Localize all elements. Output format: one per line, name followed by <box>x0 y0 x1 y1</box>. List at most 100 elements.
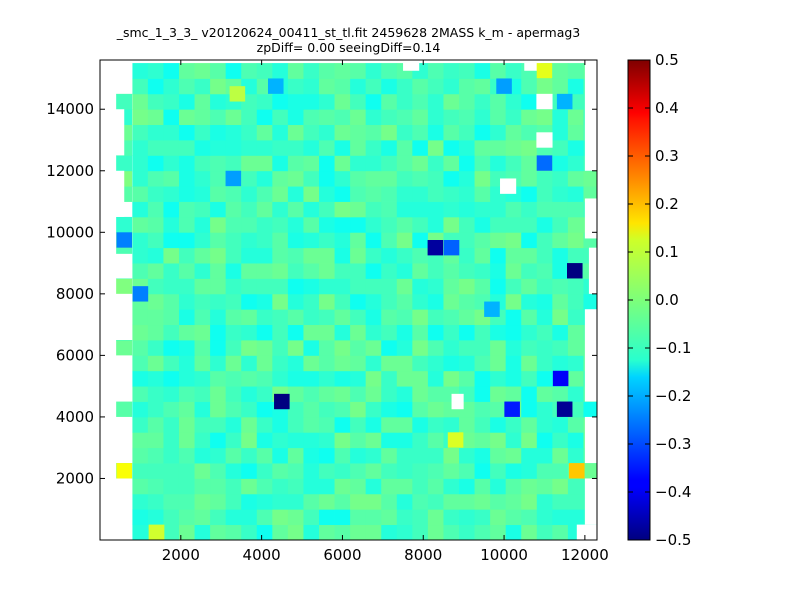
heatmap-cell <box>178 140 195 156</box>
heatmap-cell <box>427 124 444 141</box>
heatmap-cell <box>178 293 195 310</box>
heatmap-cell <box>536 232 553 249</box>
heatmap-cell <box>225 524 242 540</box>
heatmap-cell <box>241 247 258 264</box>
heatmap-cell <box>459 93 475 110</box>
heatmap-cell <box>552 447 569 464</box>
heatmap-cell <box>147 370 164 387</box>
heatmap-cell <box>350 170 367 187</box>
heatmap-cell <box>427 355 444 372</box>
heatmap-cell <box>552 463 569 479</box>
heatmap-cell <box>256 170 273 187</box>
heatmap-cell <box>241 509 258 526</box>
heatmap-cell <box>505 309 522 326</box>
heatmap-cell <box>396 109 413 126</box>
heatmap-cell <box>474 186 491 202</box>
heatmap-cell <box>490 63 507 79</box>
heatmap-cell <box>521 386 538 402</box>
heatmap-cell <box>272 340 289 356</box>
heatmap-cell <box>365 416 382 433</box>
heatmap-cell <box>365 247 382 264</box>
heatmap-cell <box>225 463 242 479</box>
heatmap-cell <box>427 278 444 295</box>
heatmap-cell <box>303 370 320 387</box>
heatmap-cell <box>459 232 475 249</box>
heatmap-cell <box>381 278 398 295</box>
heatmap-cell <box>474 109 491 126</box>
heatmap-cell <box>210 370 227 387</box>
heatmap-cell <box>147 293 164 310</box>
heatmap-cell <box>178 355 195 372</box>
heatmap-cell <box>241 216 258 233</box>
heatmap-cell <box>552 386 569 402</box>
heatmap-cell <box>303 355 320 372</box>
heatmap-cell <box>210 293 227 310</box>
empty-cell <box>500 178 517 194</box>
heatmap-cell <box>210 155 227 172</box>
heatmap-cell <box>132 93 149 110</box>
heatmap-cell <box>178 416 195 433</box>
heatmap-cell <box>427 370 444 387</box>
heatmap-cell <box>396 478 413 495</box>
heatmap-cell <box>210 478 227 495</box>
heatmap-cell <box>505 340 522 356</box>
heatmap-cell <box>210 124 227 141</box>
heatmap-cell <box>536 324 553 341</box>
heatmap-cell <box>256 278 273 295</box>
heatmap-cell <box>350 140 367 156</box>
heatmap-cell <box>178 386 195 402</box>
heatmap-cell <box>334 263 351 279</box>
heatmap-cell <box>552 324 569 341</box>
heatmap-cell <box>381 170 398 187</box>
heatmap-cell <box>396 493 413 510</box>
heatmap-cell <box>443 309 460 326</box>
heatmap-cell <box>599 309 615 325</box>
heatmap-cell <box>210 201 227 218</box>
heatmap-cell <box>365 493 382 510</box>
heatmap-cell <box>536 509 553 526</box>
heatmap-cell <box>194 186 211 202</box>
heatmap-cell <box>412 509 429 526</box>
heatmap-cell <box>521 401 538 418</box>
heatmap-cell <box>319 232 335 249</box>
heatmap-cell <box>178 78 195 95</box>
heatmap-cell <box>319 124 335 141</box>
heatmap-cell <box>412 263 429 279</box>
heatmap-cell <box>350 324 367 341</box>
heatmap-cell <box>396 170 413 187</box>
heatmap-cell <box>443 216 460 233</box>
heatmap-cell <box>287 124 304 141</box>
heatmap-cell <box>474 201 491 218</box>
heatmap-cell <box>599 202 615 218</box>
heatmap-cell <box>210 509 227 526</box>
heatmap-cell <box>163 140 180 156</box>
heatmap-cell <box>599 402 615 418</box>
heatmap-cell <box>521 370 538 387</box>
heatmap-cell <box>334 370 351 387</box>
heatmap-cell <box>147 247 164 264</box>
heatmap-cell <box>210 263 227 279</box>
heatmap-cell <box>521 416 538 433</box>
heatmap-cell <box>287 447 304 464</box>
heatmap-cell <box>350 355 367 372</box>
heatmap-cell <box>474 386 491 402</box>
heatmap-cell <box>256 247 273 264</box>
heatmap-cell-notable <box>267 78 284 94</box>
heatmap-cell <box>474 263 491 279</box>
heatmap-cell-notable <box>556 93 573 110</box>
heatmap-cell <box>536 432 553 449</box>
heatmap-cell <box>396 93 413 110</box>
heatmap-cell <box>319 293 335 310</box>
heatmap-cell <box>147 109 164 126</box>
heatmap-cell <box>256 186 273 202</box>
heatmap-cell <box>412 78 429 95</box>
heatmap-cell <box>599 494 615 510</box>
heatmap-cell <box>256 401 273 418</box>
heatmap-cell <box>256 386 273 402</box>
chart-title: _smc_1_3_3_ v20120624_00411_st_tl.fit 24… <box>116 25 581 40</box>
heatmap-cell <box>287 509 304 526</box>
heatmap-cell <box>225 447 242 464</box>
heatmap-cell <box>303 293 320 310</box>
heatmap-cell <box>334 432 351 449</box>
y-tick-label: 12000 <box>46 162 94 180</box>
